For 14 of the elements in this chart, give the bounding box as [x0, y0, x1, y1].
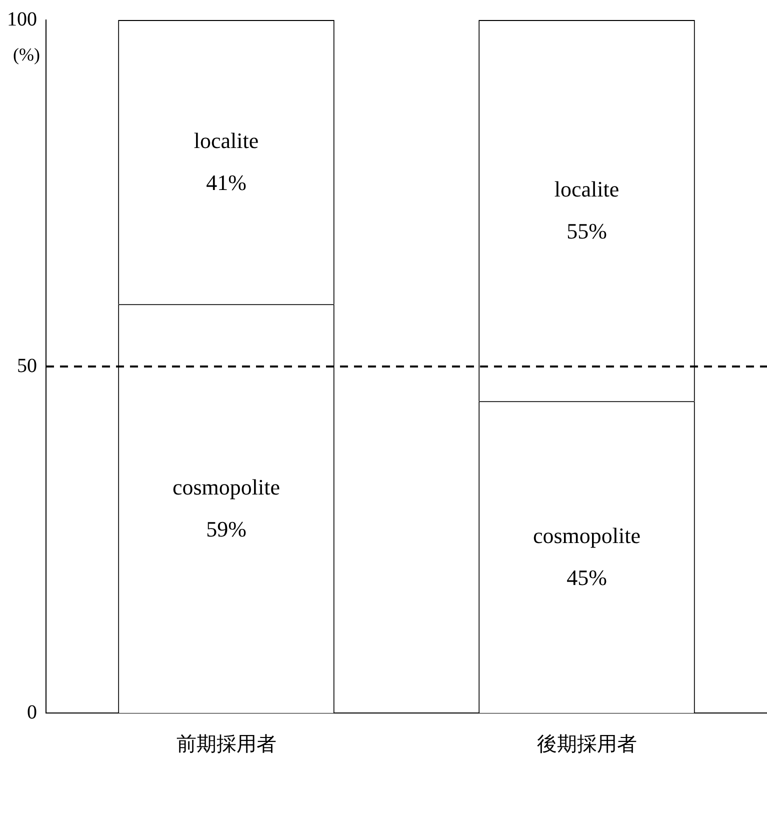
y-tick-label: 50 [17, 354, 37, 377]
data-label: 45% [566, 564, 607, 590]
data-label: 55% [566, 218, 607, 244]
y-tick-label: 0 [27, 701, 37, 724]
series-label: localite [194, 128, 259, 153]
data-label: 41% [206, 170, 246, 195]
text: localite [554, 176, 620, 202]
y-axis-title: (%) [13, 44, 40, 65]
y-tick-label: 100 [7, 8, 37, 30]
x-tick-label: 後期採用者 [536, 733, 637, 756]
series-label: cosmopolite [172, 474, 280, 500]
data-label: 59% [206, 516, 246, 542]
x-tick-label: 前期採用者 [176, 733, 276, 756]
text: cosmopolite [532, 522, 641, 548]
